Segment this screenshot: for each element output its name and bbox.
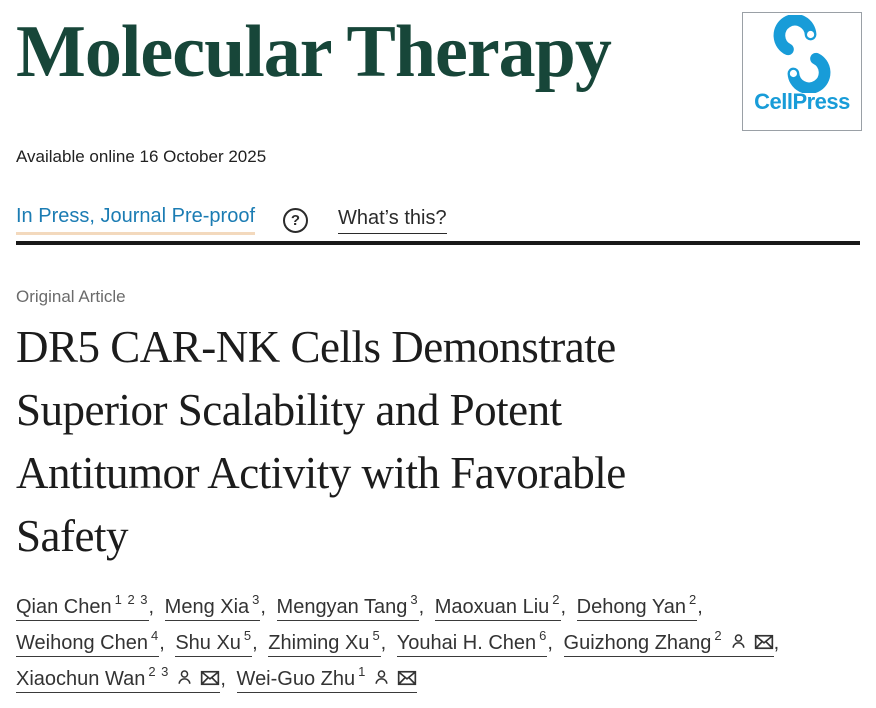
- person-icon: [732, 634, 745, 648]
- author-separator: ,: [260, 596, 272, 618]
- author-name: Meng Xia: [164, 596, 250, 618]
- author-link[interactable]: Shu Xu 5: [175, 629, 253, 657]
- author-affiliation-superscript: 5: [243, 628, 253, 644]
- author-affiliation-superscript: 2: [552, 592, 561, 608]
- article-title-line: DR5 CAR-NK Cells Demonstrate: [16, 322, 616, 372]
- author-link[interactable]: Meng Xia 3: [164, 593, 261, 621]
- author-name: Dehong Yan: [576, 596, 686, 618]
- author-link[interactable]: Wei-Guo Zhu 1: [236, 665, 418, 693]
- author-affiliation-superscript: 6: [539, 628, 548, 644]
- author-separator: ,: [252, 632, 264, 654]
- author-name: Xiaochun Wan: [16, 668, 146, 690]
- author-link[interactable]: Weihong Chen 4: [16, 629, 160, 657]
- author-link[interactable]: Guizhong Zhang 2: [563, 629, 774, 657]
- article-title-line: Safety: [16, 511, 128, 561]
- author-name: Shu Xu: [175, 632, 241, 654]
- divider-rule: [16, 241, 860, 245]
- author-list: Qian Chen 1 2 3, Meng Xia 3, Mengyan Tang 3…: [16, 589, 860, 697]
- author-name: Qian Chen: [16, 596, 112, 618]
- person-icon: [178, 670, 191, 684]
- author-name: Zhiming Xu: [268, 632, 370, 654]
- journal-title[interactable]: Molecular Therapy: [16, 11, 612, 93]
- author-separator: ,: [773, 632, 780, 654]
- author-link[interactable]: Maoxuan Liu 2: [434, 593, 561, 621]
- email-icon: [754, 634, 773, 650]
- cellpress-logo-icon: [773, 15, 831, 93]
- help-icon[interactable]: ?: [283, 207, 308, 233]
- article-title-line: Superior Scalability and Potent: [16, 385, 562, 435]
- article-category: Original Article: [16, 287, 126, 306]
- status-row: In Press, Journal Pre-proof ? What’s thi…: [16, 205, 860, 235]
- author-name: Weihong Chen: [16, 632, 148, 654]
- author-separator: ,: [560, 596, 572, 618]
- author-link[interactable]: Dehong Yan 2: [576, 593, 698, 621]
- author-affiliation-superscript: 1 2 3: [114, 592, 149, 608]
- author-link[interactable]: Youhai H. Chen 6: [396, 629, 548, 657]
- email-icon: [201, 670, 220, 686]
- author-link[interactable]: Qian Chen 1 2 3: [16, 593, 149, 621]
- author-link[interactable]: Mengyan Tang 3: [276, 593, 419, 621]
- email-icon: [398, 670, 417, 686]
- author-affiliation-superscript: 3: [410, 592, 419, 608]
- author-affiliation-superscript: 2 3: [148, 664, 170, 680]
- author-separator: ,: [148, 596, 160, 618]
- author-name: Guizhong Zhang: [563, 632, 712, 654]
- author-separator: ,: [547, 632, 559, 654]
- author-name: Maoxuan Liu: [434, 596, 550, 618]
- article-title: DR5 CAR-NK Cells Demonstrate Superior Sca…: [16, 316, 860, 568]
- author-affiliation-superscript: 2: [714, 628, 723, 644]
- author-name: Mengyan Tang: [276, 596, 408, 618]
- author-affiliation-superscript: 5: [372, 628, 381, 644]
- author-affiliation-superscript: 1: [358, 664, 367, 680]
- masthead: Molecular Therapy CellPress: [16, 0, 862, 133]
- author-name: Youhai H. Chen: [396, 632, 537, 654]
- cellpress-logo-text: CellPress: [754, 89, 850, 114]
- author-link[interactable]: Zhiming Xu 5: [268, 629, 381, 657]
- author-separator: ,: [418, 596, 430, 618]
- available-online-date: Available online 16 October 2025: [16, 147, 267, 166]
- person-icon: [375, 670, 388, 684]
- author-affiliation-superscript: 4: [150, 628, 160, 644]
- cellpress-logo[interactable]: CellPress: [742, 12, 862, 131]
- author-separator: ,: [697, 596, 703, 618]
- author-separator: ,: [380, 632, 392, 654]
- whats-this-link[interactable]: What’s this?: [338, 207, 447, 234]
- author-affiliation-superscript: 3: [252, 592, 261, 608]
- author-separator: ,: [159, 632, 171, 654]
- author-affiliation-superscript: 2: [688, 592, 698, 608]
- article-title-line: Antitumor Activity with Favorable: [16, 448, 626, 498]
- author-link[interactable]: Xiaochun Wan 2 3: [16, 665, 221, 693]
- in-press-link[interactable]: In Press, Journal Pre-proof: [16, 205, 255, 235]
- author-name: Wei-Guo Zhu: [236, 668, 356, 690]
- author-separator: ,: [220, 668, 232, 690]
